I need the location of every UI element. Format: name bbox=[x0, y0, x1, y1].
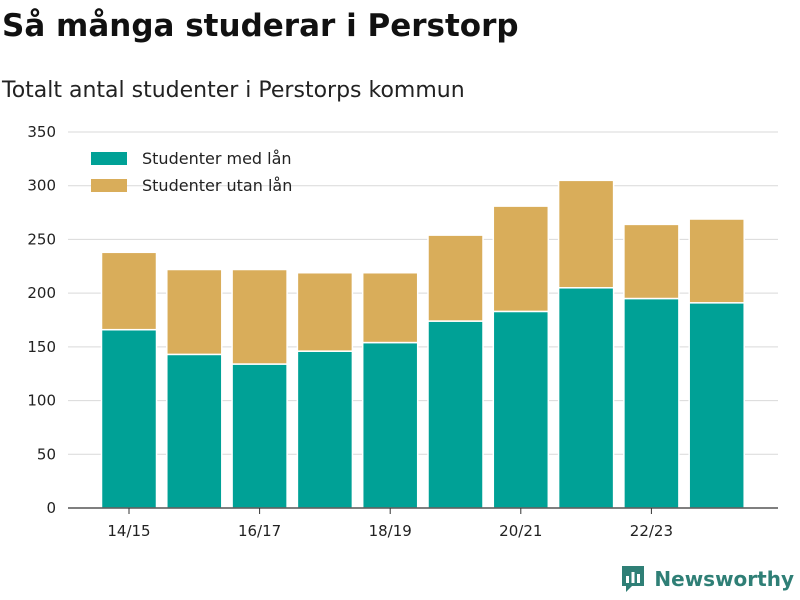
y-tick-label: 100 bbox=[27, 392, 56, 410]
legend-label-1: Studenter utan lån bbox=[142, 176, 292, 195]
bar-segment-utan-lan-8 bbox=[623, 223, 680, 300]
bar-segment-utan-lan-6 bbox=[492, 205, 550, 313]
brand-logo: Newsworthy bbox=[620, 564, 794, 594]
newsworthy-logo-icon bbox=[622, 566, 645, 592]
y-tick-label: 150 bbox=[27, 338, 56, 356]
x-tick-label: 20/21 bbox=[499, 522, 542, 540]
y-tick-label: 0 bbox=[46, 499, 56, 517]
chart-title: Så många studerar i Perstorp bbox=[2, 8, 519, 44]
legend-swatch-1 bbox=[91, 179, 127, 192]
x-tick-label: 16/17 bbox=[238, 522, 281, 540]
bar-segment-med-lan-5 bbox=[427, 320, 484, 509]
bar-segment-utan-lan-9 bbox=[688, 218, 745, 304]
bar-segment-med-lan-7 bbox=[557, 287, 615, 509]
x-tick-label: 22/23 bbox=[630, 522, 673, 540]
y-tick-label: 200 bbox=[27, 284, 56, 302]
y-tick-label: 250 bbox=[27, 230, 56, 248]
legend: Studenter med lån Studenter utan lån bbox=[91, 149, 292, 195]
bar-segment-med-lan-4 bbox=[361, 341, 419, 509]
x-tick-label: 18/19 bbox=[369, 522, 412, 540]
bar-segment-utan-lan-7 bbox=[557, 179, 615, 289]
bar-segment-med-lan-9 bbox=[688, 302, 745, 509]
x-tick-label: 14/15 bbox=[107, 522, 150, 540]
y-tick-label: 300 bbox=[27, 177, 56, 195]
bar-segment-med-lan-3 bbox=[296, 350, 354, 509]
bar-segment-utan-lan-2 bbox=[231, 268, 288, 365]
y-tick-label: 350 bbox=[27, 123, 56, 141]
legend-label-0: Studenter med lån bbox=[142, 149, 292, 168]
bar-segment-med-lan-1 bbox=[166, 353, 223, 509]
bar-segment-utan-lan-3 bbox=[296, 271, 354, 352]
bars bbox=[100, 179, 745, 509]
bar-segment-utan-lan-1 bbox=[166, 268, 223, 356]
bar-segment-med-lan-2 bbox=[231, 363, 288, 509]
chart-subtitle: Totalt antal studenter i Perstorps kommu… bbox=[2, 78, 465, 103]
bar-segment-med-lan-6 bbox=[492, 310, 550, 509]
bar-segment-utan-lan-5 bbox=[427, 234, 484, 322]
bar-segment-med-lan-8 bbox=[623, 297, 680, 509]
brand-name: Newsworthy bbox=[654, 567, 794, 591]
y-tick-label: 50 bbox=[37, 445, 56, 463]
bar-segment-med-lan-0 bbox=[100, 328, 158, 509]
axes: 0 50 100 150 200 250 300 350 14/15 16/17 18/19 20/2… bbox=[27, 123, 778, 540]
bar-segment-utan-lan-4 bbox=[361, 271, 419, 344]
bar-segment-utan-lan-0 bbox=[100, 251, 158, 331]
legend-swatch-0 bbox=[91, 152, 127, 165]
